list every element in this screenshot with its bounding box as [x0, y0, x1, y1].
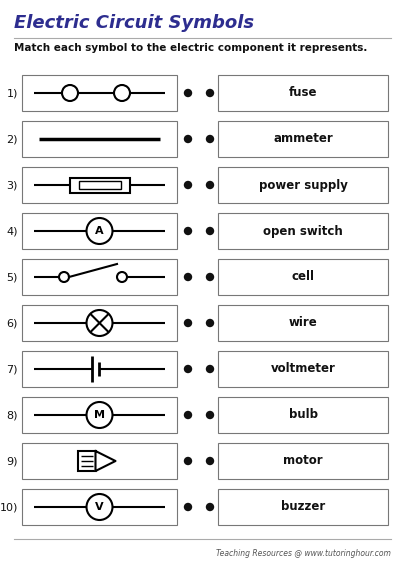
Bar: [22, 259, 177, 295]
Circle shape: [207, 366, 213, 373]
Circle shape: [207, 457, 213, 464]
Bar: [22, 213, 177, 249]
Text: 5): 5): [6, 272, 18, 282]
Circle shape: [207, 412, 213, 418]
Bar: [77, 451, 96, 471]
Polygon shape: [96, 451, 115, 471]
Bar: [218, 305, 388, 341]
Text: open switch: open switch: [263, 224, 343, 238]
Circle shape: [185, 273, 192, 281]
Bar: [22, 121, 177, 157]
Circle shape: [185, 90, 192, 96]
Bar: [218, 397, 388, 433]
Text: 8): 8): [6, 410, 18, 420]
Circle shape: [207, 181, 213, 188]
Circle shape: [207, 503, 213, 510]
Bar: [218, 121, 388, 157]
Circle shape: [185, 227, 192, 235]
Bar: [22, 305, 177, 341]
Text: A: A: [95, 226, 104, 236]
Circle shape: [207, 227, 213, 235]
Bar: [79, 181, 121, 189]
Text: motor: motor: [283, 455, 323, 467]
Text: voltmeter: voltmeter: [271, 363, 335, 375]
Text: Teaching Resources @ www.tutoringhour.com: Teaching Resources @ www.tutoringhour.co…: [216, 549, 391, 558]
Circle shape: [207, 320, 213, 327]
Bar: [218, 489, 388, 525]
Text: fuse: fuse: [289, 87, 317, 99]
Text: 4): 4): [6, 226, 18, 236]
Bar: [218, 259, 388, 295]
Text: 9): 9): [6, 456, 18, 466]
Circle shape: [185, 320, 192, 327]
Text: 3): 3): [6, 180, 18, 190]
Circle shape: [185, 181, 192, 188]
Bar: [218, 213, 388, 249]
Text: ammeter: ammeter: [273, 133, 333, 145]
Bar: [22, 75, 177, 111]
Text: 2): 2): [6, 134, 18, 144]
Bar: [218, 75, 388, 111]
Text: wire: wire: [289, 316, 318, 329]
Text: 6): 6): [6, 318, 18, 328]
Text: cell: cell: [292, 270, 315, 284]
Text: Electric Circuit Symbols: Electric Circuit Symbols: [14, 14, 254, 32]
Bar: [22, 351, 177, 387]
Bar: [22, 167, 177, 203]
Bar: [22, 443, 177, 479]
Circle shape: [185, 457, 192, 464]
Text: M: M: [94, 410, 105, 420]
Text: 1): 1): [6, 88, 18, 98]
Text: V: V: [95, 502, 104, 512]
Text: buzzer: buzzer: [281, 501, 325, 514]
Bar: [218, 443, 388, 479]
Bar: [22, 397, 177, 433]
Circle shape: [185, 366, 192, 373]
Circle shape: [185, 503, 192, 510]
Text: bulb: bulb: [288, 409, 318, 421]
Text: 10): 10): [0, 502, 18, 512]
Bar: [70, 177, 130, 192]
Circle shape: [207, 273, 213, 281]
Bar: [218, 167, 388, 203]
Text: power supply: power supply: [258, 179, 347, 192]
Bar: [218, 351, 388, 387]
Circle shape: [185, 412, 192, 418]
Circle shape: [207, 90, 213, 96]
Circle shape: [207, 135, 213, 142]
Bar: [22, 489, 177, 525]
Text: Match each symbol to the electric component it represents.: Match each symbol to the electric compon…: [14, 43, 367, 53]
Text: 7): 7): [6, 364, 18, 374]
Circle shape: [185, 135, 192, 142]
